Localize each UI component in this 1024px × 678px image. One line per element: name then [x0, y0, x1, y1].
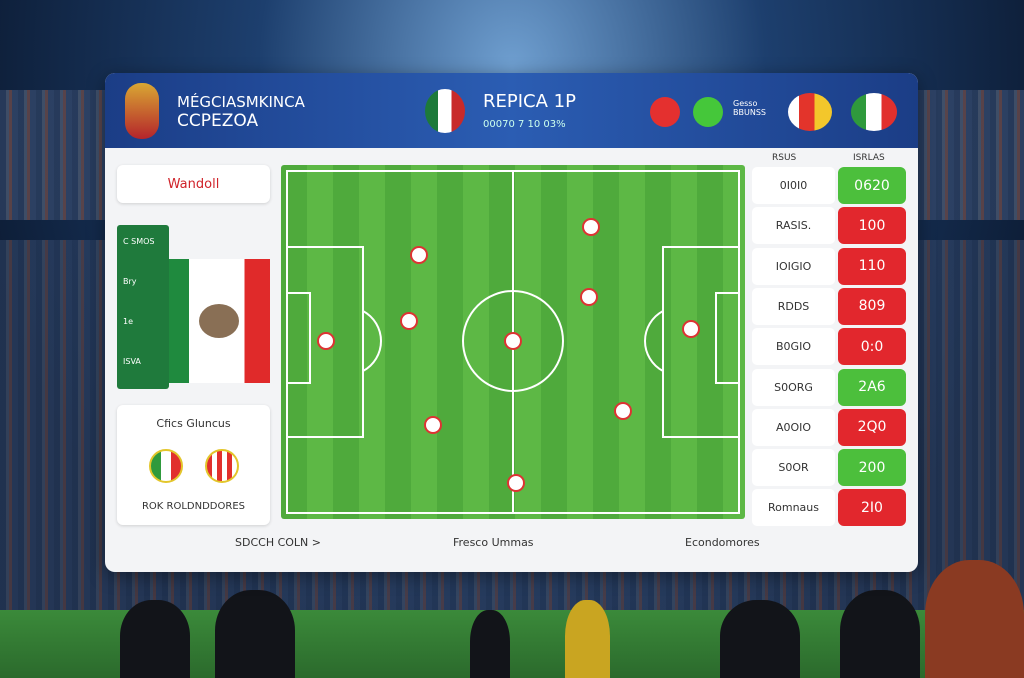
- player-marker: [504, 332, 522, 350]
- stat-label: A0OIO: [752, 408, 835, 446]
- silhouette: [470, 610, 510, 678]
- stats-header: ISRLAS: [853, 153, 885, 163]
- stat-label: RDDS: [752, 287, 835, 325]
- flag-line: Bry: [123, 277, 137, 286]
- stat-value: 2Q0: [838, 408, 906, 446]
- stat-value: 2A6: [838, 368, 906, 406]
- badge: [205, 449, 239, 483]
- logo: [125, 83, 159, 139]
- badge: [149, 449, 183, 483]
- stat-label: 0I0I0: [752, 167, 835, 204]
- pitch: [281, 165, 745, 519]
- stat-label: Romnaus: [752, 489, 835, 527]
- silhouette: [720, 600, 800, 678]
- player-marker: [582, 218, 600, 236]
- stat-label: RASIS.: [752, 207, 835, 245]
- side-label: Gesso BBUNSS: [733, 99, 766, 117]
- flag-line: ISVA: [123, 357, 141, 366]
- stats-header: RSUS: [772, 153, 797, 163]
- silhouette: [840, 590, 920, 678]
- flag-line: 1e: [123, 317, 134, 326]
- stat-label: B0GIO: [752, 328, 835, 366]
- header: MÉGCIASMKINCA CCPEZOA REPICA 1P 00070 7 …: [105, 73, 918, 148]
- footer-text: Econdomores: [685, 536, 760, 549]
- card-title: Cfics Gluncus: [156, 417, 231, 430]
- crest: [425, 89, 465, 133]
- indicator: [650, 97, 680, 127]
- stat-label: S0OR: [752, 449, 835, 487]
- card-foot: ROK ROLDNDDORES: [141, 501, 245, 512]
- match-title: REPICA 1P: [483, 91, 576, 112]
- silhouette: [120, 600, 190, 678]
- flag-strip: C SMOS Bry 1e ISVA: [117, 225, 169, 389]
- team-badge: [851, 93, 897, 131]
- footer-link[interactable]: SDCCH COLN >: [235, 536, 321, 549]
- team-label: Wandoll: [117, 165, 270, 203]
- mexico-flag: [169, 259, 270, 383]
- stat-value: 110: [838, 247, 906, 285]
- player-marker: [507, 474, 525, 492]
- silhouette: [565, 600, 610, 678]
- match-subtitle: 00070 7 10 03%: [483, 119, 566, 130]
- player-marker: [424, 416, 442, 434]
- stat-label: S0ORG: [752, 368, 835, 406]
- player-marker: [400, 312, 418, 330]
- brand-line: CCPEZOA: [177, 111, 259, 131]
- player-marker: [410, 246, 428, 264]
- players: [317, 218, 700, 492]
- flag-line: C SMOS: [123, 237, 155, 246]
- indicator: [693, 97, 723, 127]
- footer-text: Fresco Ummas: [453, 536, 534, 549]
- stat-value: 100: [838, 207, 906, 245]
- brand-line: MÉGCIASMKINCA: [177, 93, 305, 111]
- stat-value: 2I0: [838, 489, 906, 527]
- team-badge: [788, 93, 832, 131]
- silhouette: [215, 590, 295, 678]
- stat-label: IOIGIO: [752, 247, 835, 285]
- stat-value: 0:0: [838, 328, 906, 366]
- silhouette: [925, 560, 1024, 678]
- player-marker: [614, 402, 632, 420]
- player-marker: [317, 332, 335, 350]
- player-marker: [580, 288, 598, 306]
- stat-value: 200: [838, 449, 906, 487]
- emblem: [199, 304, 239, 338]
- player-marker: [682, 320, 700, 338]
- dashboard-panel: MÉGCIASMKINCA CCPEZOA REPICA 1P 00070 7 …: [105, 73, 918, 572]
- stat-value: 0620: [838, 167, 906, 204]
- info-card: Cfics Gluncus ROK ROLDNDDORES: [117, 405, 270, 525]
- stat-value: 809: [838, 287, 906, 325]
